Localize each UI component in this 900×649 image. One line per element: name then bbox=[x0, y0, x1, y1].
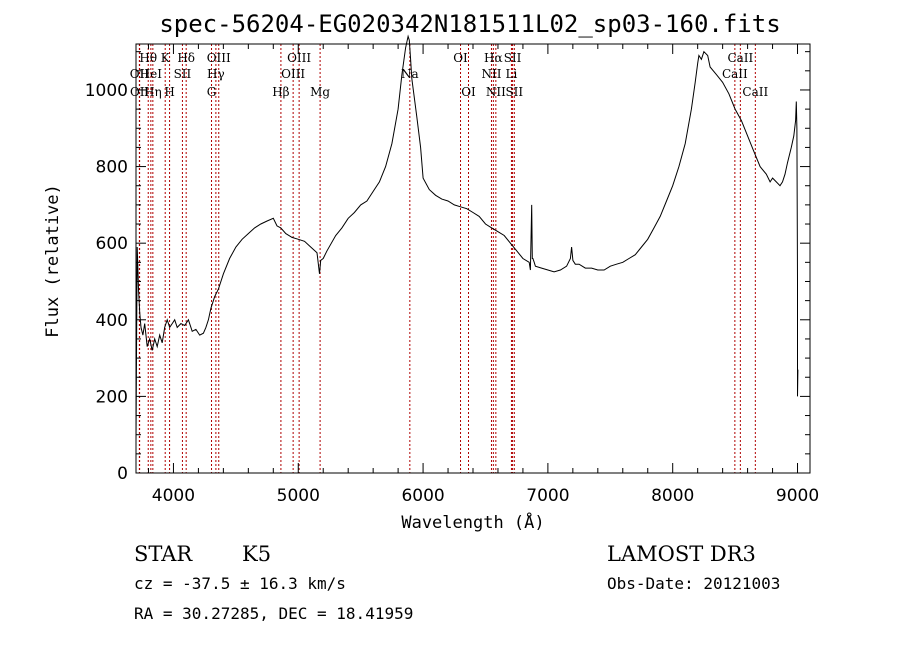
y-tick-label: 600 bbox=[96, 234, 128, 254]
line-marker-label: OIII bbox=[281, 67, 305, 81]
x-tick-label: 4000 bbox=[152, 486, 195, 506]
y-tick-label: 200 bbox=[96, 387, 128, 407]
line-marker-label: SII bbox=[505, 85, 523, 99]
line-marker-label: Na bbox=[401, 67, 419, 81]
line-marker-label: SII bbox=[504, 51, 522, 65]
survey-name: LAMOST DR3 bbox=[607, 542, 756, 566]
line-marker-label: Hδ bbox=[177, 51, 195, 65]
x-tick-label: 9000 bbox=[776, 486, 819, 506]
line-marker-label: OI bbox=[461, 85, 476, 99]
line-marker-label: Li bbox=[506, 67, 518, 81]
x-tick-label: 7000 bbox=[526, 486, 569, 506]
y-tick-label: 0 bbox=[117, 464, 128, 484]
x-tick-label: 8000 bbox=[651, 486, 694, 506]
line-marker-label: Mg bbox=[310, 85, 330, 99]
line-marker-label: Hα bbox=[484, 51, 503, 65]
y-tick-label: 800 bbox=[96, 158, 128, 178]
line-marker-label: G bbox=[207, 85, 217, 99]
y-tick-label: 400 bbox=[96, 311, 128, 331]
coords-text: RA = 30.27285, DEC = 18.41959 bbox=[134, 604, 413, 623]
line-marker-label: OI bbox=[453, 51, 468, 65]
line-marker-label: CaII bbox=[742, 85, 768, 99]
object-class: STAR bbox=[134, 542, 193, 566]
spectrum-series-line bbox=[135, 34, 799, 443]
line-marker-label: OII bbox=[130, 67, 150, 81]
line-marker-label: CaII bbox=[722, 67, 748, 81]
line-marker-label: Hγ bbox=[207, 67, 225, 81]
x-tick-label: 5000 bbox=[277, 486, 320, 506]
line-marker-group bbox=[138, 44, 756, 473]
y-tick-label: 1000 bbox=[85, 81, 128, 101]
line-marker-label: Hβ bbox=[272, 85, 289, 99]
x-axis: 4000 5000 6000 7000 8000 9000 bbox=[147, 44, 819, 506]
line-marker-label: SII bbox=[174, 67, 192, 81]
redshift-text: cz = -37.5 ± 16.3 km/s bbox=[134, 574, 346, 593]
x-axis-label: Wavelength (Å) bbox=[401, 511, 544, 533]
chart-title: spec-56204-EG020342N181511L02_sp03-160.f… bbox=[159, 10, 780, 38]
y-axis-label: Flux (relative) bbox=[43, 184, 63, 338]
line-marker-label: OIII bbox=[207, 51, 231, 65]
line-marker-label: HeI bbox=[140, 67, 163, 81]
line-marker-label: CaII bbox=[727, 51, 753, 65]
line-marker-label: OIII bbox=[287, 51, 311, 65]
line-marker-label: OII bbox=[130, 85, 150, 99]
line-marker-label: Hθ bbox=[139, 51, 157, 65]
obs-date-text: Obs-Date: 20121003 bbox=[607, 574, 780, 593]
object-subclass: K5 bbox=[242, 542, 271, 566]
x-tick-label: 6000 bbox=[401, 486, 444, 506]
y-axis: 0 200 400 600 800 1000 bbox=[85, 51, 810, 484]
line-marker-label: K bbox=[161, 51, 171, 65]
line-marker-label: Hη bbox=[144, 85, 162, 99]
plot-frame bbox=[135, 43, 811, 474]
line-marker-label: NII bbox=[481, 67, 501, 81]
line-marker-label: H bbox=[164, 85, 174, 99]
line-marker-label: NII bbox=[486, 85, 506, 99]
